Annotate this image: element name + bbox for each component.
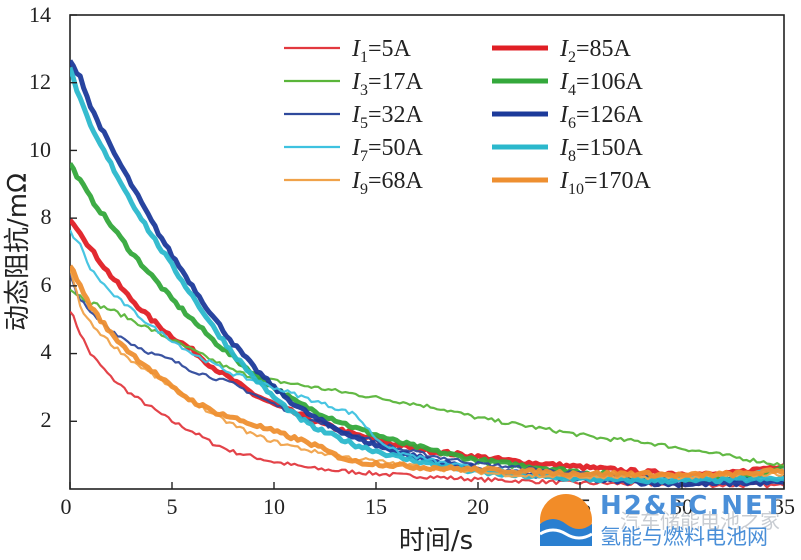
series-line-i3 xyxy=(70,288,784,467)
y-tick-label: 6 xyxy=(41,272,52,297)
x-tick-label: 0 xyxy=(61,494,72,519)
plot-frame xyxy=(69,14,785,490)
y-tick-labels: 2 4 6 8 10 12 14 xyxy=(29,2,52,432)
y-tick-label: 2 xyxy=(41,407,52,432)
legend-label: I5=32A xyxy=(351,102,424,132)
watermark-tagline: 氢能与燃料电池网 xyxy=(600,525,768,549)
x-tick-label: 5 xyxy=(167,494,178,519)
y-tick-label: 4 xyxy=(41,339,52,364)
series-line-i8 xyxy=(70,66,784,485)
y-tick-label: 14 xyxy=(29,2,51,27)
x-tick-label: 30 xyxy=(671,494,693,519)
watermark-faint-text: 汽车储能电池之家 xyxy=(620,509,780,533)
legend-label: I2=85A xyxy=(559,36,632,66)
series-group xyxy=(70,59,784,489)
series-line-i10 xyxy=(70,264,784,479)
y-tick-label: 10 xyxy=(29,137,51,162)
x-tick-label: 10 xyxy=(263,494,285,519)
tick-group xyxy=(69,14,785,489)
x-tick-label: 35 xyxy=(773,494,795,519)
y-axis-title: 动态阻抗/mΩ xyxy=(3,173,33,331)
x-axis-title: 时间/s xyxy=(399,526,473,556)
x-tick-label: 15 xyxy=(365,494,387,519)
legend-label: I4=106A xyxy=(559,69,644,99)
logo-icon xyxy=(539,494,593,546)
legend-label: I9=68A xyxy=(351,168,424,198)
x-tick-label: 20 xyxy=(467,494,489,519)
y-tick-label: 8 xyxy=(41,204,52,229)
y-tick-label: 12 xyxy=(29,69,51,94)
watermark: 汽车储能电池之家 H2&FC.NET 氢能与燃料电池网 xyxy=(539,491,785,549)
legend: I1=5A I2=85A I3=17A I4=106A I5=32A I6=126A I7=… xyxy=(284,36,652,198)
watermark-logo-text: H2&FC.NET xyxy=(600,491,785,521)
x-tick-labels: 0 5 10 15 20 25 30 35 xyxy=(61,494,796,519)
legend-label: I6=126A xyxy=(559,102,644,132)
legend-label: I1=5A xyxy=(351,36,412,66)
series-line-i4 xyxy=(70,162,784,484)
legend-label: I3=17A xyxy=(351,69,424,99)
legend-label: I8=150A xyxy=(559,135,644,165)
legend-label: I10=170A xyxy=(559,168,652,198)
legend-label: I7=50A xyxy=(351,135,424,165)
